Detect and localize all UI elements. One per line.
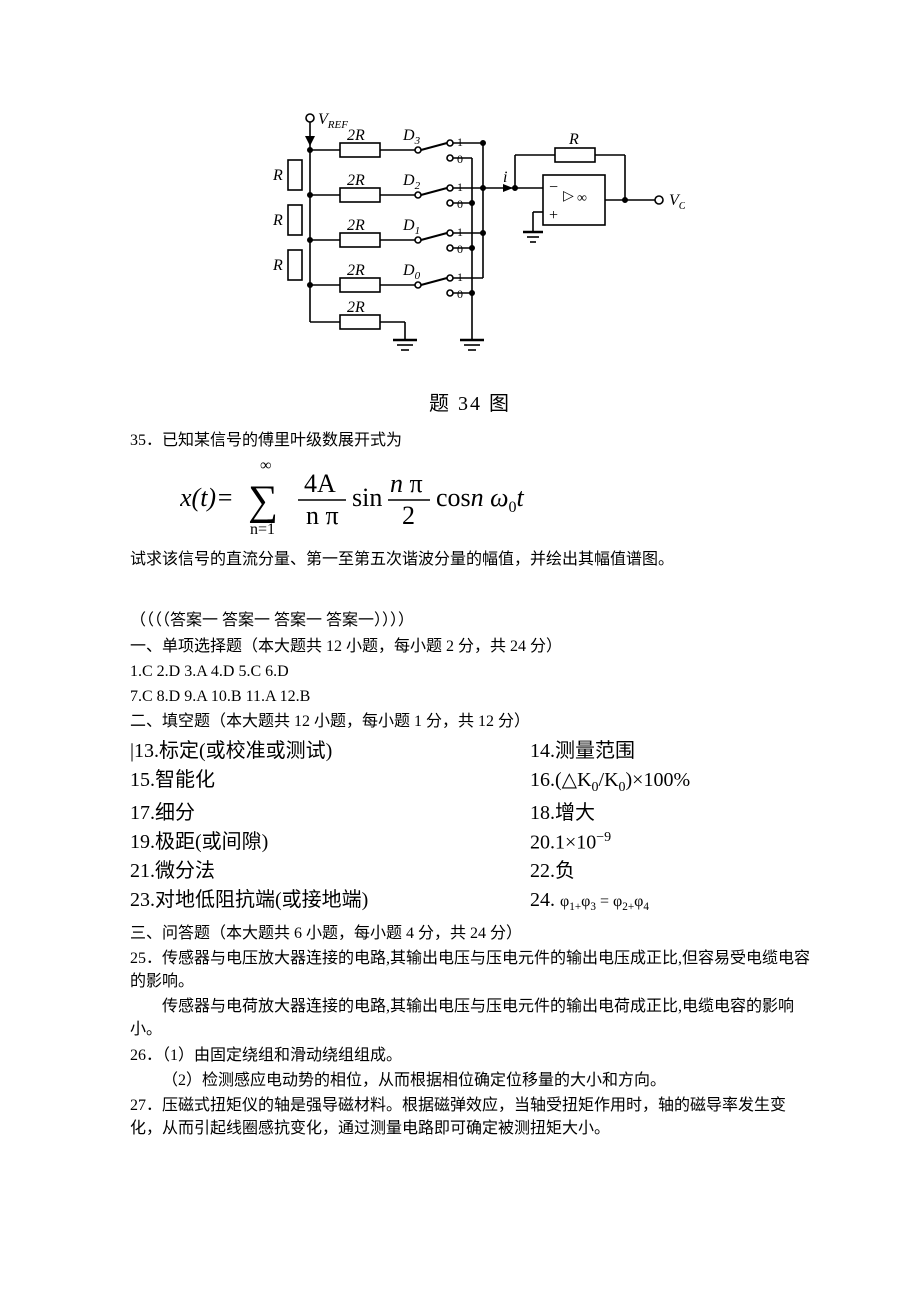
label-opamp-inf: ∞ <box>577 191 587 206</box>
label-2r-0: 2R <box>347 262 365 279</box>
fill-14: 14.测量范围 <box>530 737 810 766</box>
figure-34: VREF 2R D3 1 0 <box>130 110 810 419</box>
mc-line1: 1.C 2.D 3.A 4.D 5.C 6.D <box>130 660 810 683</box>
formula-npi: n π <box>306 501 339 530</box>
label-opamp-minus: − <box>549 179 558 196</box>
label-sw1-2: 1 <box>457 180 463 194</box>
fill-13: |13.标定(或校准或测试) <box>130 737 530 766</box>
figure-caption: 题 34 图 <box>130 390 810 419</box>
q35-formula: x(t)= ∞ ∑ n=1 4A n π sin n π 2 cosn ω0t <box>180 458 810 538</box>
q25a: 25．传感器与电压放大器连接的电路,其输出电压与压电元件的输出电压成正比,但容易… <box>130 947 810 993</box>
label-sw0-1: 0 <box>457 242 463 256</box>
label-d1: D1 <box>402 217 420 237</box>
formula-sin: sin <box>352 483 382 512</box>
fill-19: 19.极距(或间隙) <box>130 828 530 858</box>
label-sw0-3: 0 <box>457 152 463 166</box>
fill-23: 23.对地低阻抗端(或接地端) <box>130 886 530 915</box>
label-r-2: R <box>272 212 283 229</box>
q35-tail: 试求该信号的直流分量、第一至第五次谐波分量的幅值，并绘出其幅值谱图。 <box>130 548 810 571</box>
q26a: 26．（1）由固定绕组和滑动绕组组成。 <box>130 1044 810 1067</box>
label-2r-3: 2R <box>347 127 365 144</box>
answers-header: （（（（答案一 答案一 答案一 答案一）））） <box>130 609 810 632</box>
formula-4a: 4A <box>304 469 336 498</box>
label-2r-1: 2R <box>347 217 365 234</box>
label-rfb: R <box>568 131 579 148</box>
label-opamp-plus: + <box>549 207 558 224</box>
section2-title: 二、填空题（本大题共 12 小题，每小题 1 分，共 12 分） <box>130 710 810 733</box>
fill-18: 18.增大 <box>530 799 810 828</box>
section3-title: 三、问答题（本大题共 6 小题，每小题 4 分，共 24 分） <box>130 922 810 945</box>
label-r-1: R <box>272 167 283 184</box>
label-r-3: R <box>272 257 283 274</box>
label-vref: VREF <box>318 111 348 131</box>
fill-21: 21.微分法 <box>130 857 530 886</box>
circuit-diagram: VREF 2R D3 1 0 <box>255 110 685 360</box>
label-i: i <box>503 169 507 186</box>
q25b: 传感器与电荷放大器连接的电路,其输出电压与压电元件的输出电荷成正比,电缆电容的影… <box>130 995 810 1041</box>
svg-text:n π: n π <box>390 469 423 498</box>
svg-text:cosn ω0t: cosn ω0t <box>436 483 525 516</box>
fill-16: 16.(△K0/K0)×100% <box>530 766 810 798</box>
label-d0: D0 <box>402 262 421 282</box>
fill-table: |13.标定(或校准或测试) 14.测量范围 15.智能化 16.(△K0/K0… <box>130 737 810 915</box>
formula-xt: x(t)= <box>180 483 234 512</box>
fill-22: 22.负 <box>530 857 810 886</box>
label-2r-2: 2R <box>347 172 365 189</box>
svg-text:∑: ∑ <box>248 478 278 524</box>
opamp-triangle-icon: ▷ <box>563 189 574 204</box>
formula-sigma-top: ∞ <box>260 458 271 474</box>
q35-prefix: 35．已知某信号的傅里叶级数展开式为 <box>130 429 810 452</box>
label-2r-bottom: 2R <box>347 299 365 316</box>
q27: 27．压磁式扭矩仪的轴是强导磁材料。根据磁弹效应，当轴受扭矩作用时，轴的磁导率发… <box>130 1094 810 1140</box>
label-d2: D2 <box>402 172 421 192</box>
label-vo: VO <box>669 192 685 212</box>
fill-24: 24. φ1+φ3 = φ2+φ4 <box>530 886 810 915</box>
label-sw1-0: 1 <box>457 270 463 284</box>
label-sw0-2: 0 <box>457 197 463 211</box>
label-sw1-3: 1 <box>457 135 463 149</box>
fill-15: 15.智能化 <box>130 766 530 798</box>
label-sw1-1: 1 <box>457 225 463 239</box>
mc-line2: 7.C 8.D 9.A 10.B 11.A 12.B <box>130 685 810 708</box>
fill-17: 17.细分 <box>130 799 530 828</box>
section1-title: 一、单项选择题（本大题共 12 小题，每小题 2 分，共 24 分） <box>130 635 810 658</box>
formula-two: 2 <box>402 501 415 530</box>
document-page: VREF 2R D3 1 0 <box>0 0 920 1302</box>
label-d3: D3 <box>402 127 421 147</box>
formula-sigma-bottom: n=1 <box>250 521 275 538</box>
q26b: （2）检测感应电动势的相位，从而根据相位确定位移量的大小和方向。 <box>130 1069 810 1092</box>
label-sw0-0: 0 <box>457 287 463 301</box>
fill-20: 20.1×10−9 <box>530 828 810 858</box>
